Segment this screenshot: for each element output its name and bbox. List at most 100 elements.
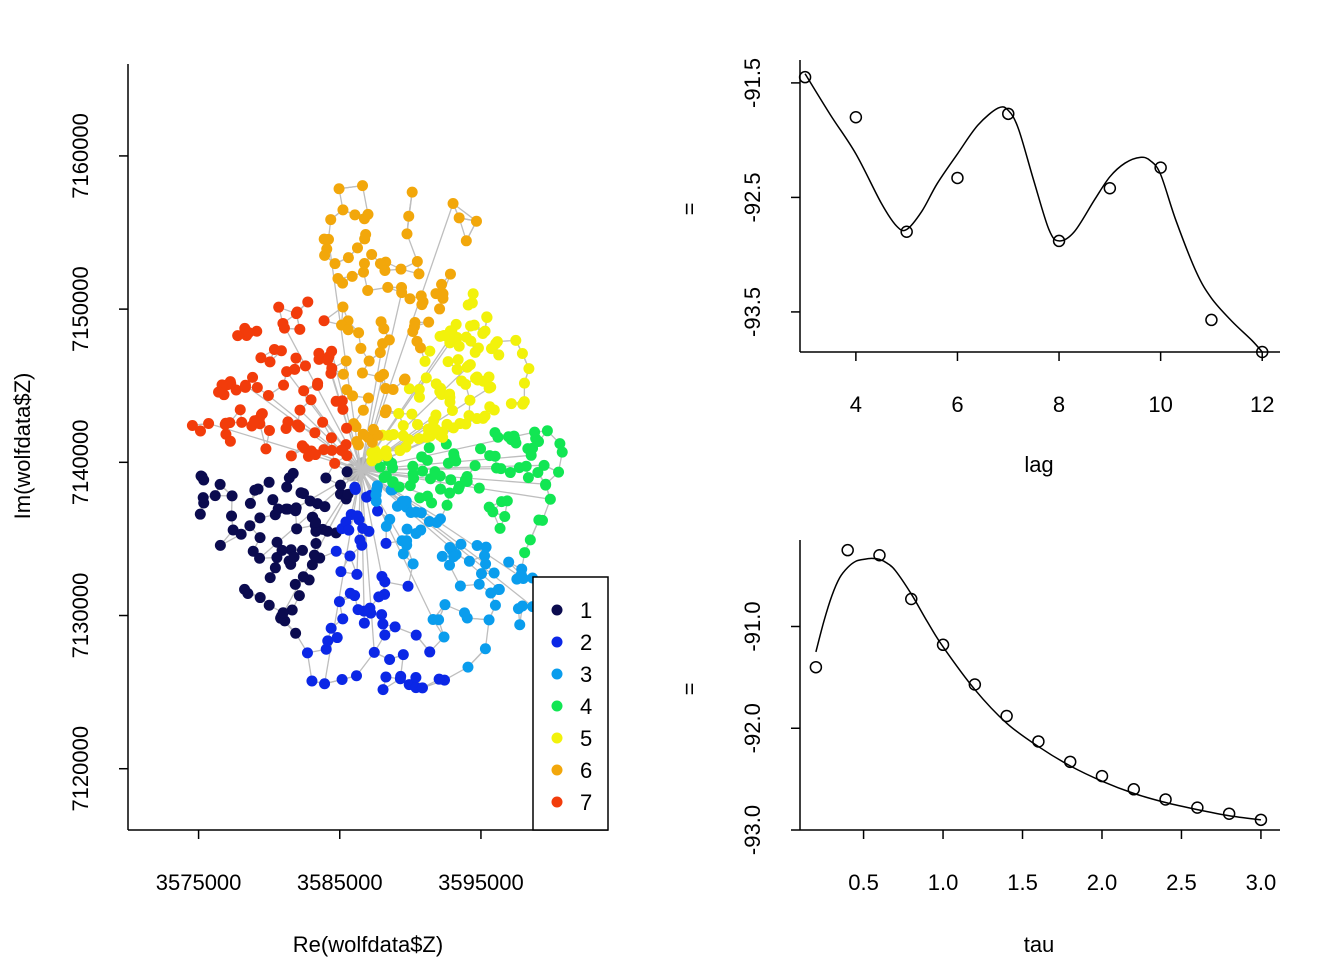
network-node-cluster-2	[395, 670, 407, 682]
network-node-cluster-3	[514, 619, 526, 631]
scatter-x-tick-label: 3595000	[438, 870, 524, 895]
network-node-cluster-4	[556, 446, 568, 458]
network-node-cluster-6	[351, 242, 363, 254]
network-node-cluster-5	[477, 412, 489, 424]
network-node-cluster-7	[323, 351, 335, 363]
network-node-cluster-6	[342, 324, 354, 336]
network-node-cluster-5	[469, 346, 481, 358]
network-node-cluster-6	[340, 355, 352, 367]
network-node-cluster-2	[410, 672, 422, 684]
network-node-cluster-3	[439, 599, 451, 611]
scatter-y-tick-label: 7120000	[68, 726, 93, 812]
network-node-cluster-2	[319, 678, 331, 690]
lag-y-tick-label: -93.5	[740, 287, 765, 337]
network-node-cluster-7	[194, 425, 206, 437]
tau-y-tick-label: -92.0	[740, 703, 765, 753]
tau-y-tick-label: -91.0	[740, 601, 765, 651]
tau-x-tick-label: 1.0	[928, 870, 959, 895]
network-node-cluster-5	[412, 419, 424, 431]
network-node-cluster-1	[297, 571, 309, 583]
network-node-cluster-6	[337, 277, 349, 289]
network-node-cluster-1	[286, 604, 298, 616]
network-node-cluster-2	[325, 622, 337, 634]
network-points	[186, 180, 568, 696]
network-node-cluster-3	[401, 535, 413, 547]
network-node-cluster-2	[354, 534, 366, 546]
network-node-cluster-7	[278, 379, 290, 391]
network-node-cluster-2	[368, 646, 380, 658]
network-node-cluster-1	[290, 627, 302, 639]
network-node-cluster-7	[249, 415, 261, 427]
network-node-cluster-3	[454, 580, 466, 592]
lag-data-point	[1052, 234, 1066, 248]
network-node-cluster-1	[239, 583, 251, 595]
network-node-cluster-3	[503, 556, 515, 568]
network-node-cluster-6	[436, 278, 448, 290]
network-node-cluster-6	[319, 249, 331, 261]
network-node-cluster-6	[379, 264, 391, 276]
network-node-cluster-1	[280, 503, 292, 515]
lag-data-point	[900, 225, 913, 239]
network-node-cluster-5	[444, 396, 456, 408]
network-node-cluster-6	[444, 268, 456, 280]
tau-plot-panel: 0.5 1.0 1.5 2.0 2.5 3.0 -93.0 -92.0 -91.0 tau =	[677, 540, 1280, 957]
lag-x-axis-label: lag	[1024, 452, 1053, 477]
network-node-cluster-5	[387, 429, 399, 441]
network-node-cluster-1	[272, 503, 284, 515]
legend-marker-3	[551, 668, 563, 680]
network-node-cluster-2	[333, 596, 345, 608]
network-node-cluster-2	[344, 587, 356, 599]
lag-x-tick-label: 6	[951, 392, 963, 417]
network-node-cluster-6	[325, 214, 337, 226]
network-node-cluster-3	[480, 558, 492, 570]
legend-label-3: 3	[580, 662, 592, 687]
network-node-cluster-6	[329, 258, 341, 270]
legend-box	[532, 576, 609, 831]
scatter-y-tick-label: 7140000	[68, 419, 93, 505]
tau-data-point	[905, 592, 918, 606]
network-node-cluster-3	[436, 550, 448, 562]
network-node-cluster-5	[397, 430, 409, 442]
network-node-cluster-6	[403, 210, 415, 222]
lag-plot-panel: 4 6 8 10 12 -93.5 -92.5 -91.5 lag =	[677, 58, 1280, 477]
lag-x-tick-label: 12	[1250, 392, 1274, 417]
network-node-cluster-7	[305, 394, 317, 406]
network-node-cluster-5	[413, 383, 425, 395]
network-edge	[360, 469, 403, 542]
tau-x-axis-label: tau	[1024, 932, 1055, 957]
network-node-cluster-3	[407, 558, 419, 570]
network-node-cluster-1	[263, 476, 275, 488]
network-node-cluster-4	[407, 460, 419, 472]
network-node-cluster-3	[511, 573, 523, 585]
network-node-cluster-1	[310, 516, 322, 528]
network-node-cluster-4	[423, 442, 435, 454]
network-node-cluster-4	[445, 474, 457, 486]
network-node-cluster-2	[376, 609, 388, 621]
scatter-axes: 3575000 3585000 3595000 7120000 7130000 71400…	[68, 64, 608, 895]
network-node-cluster-2	[349, 481, 361, 493]
network-node-cluster-1	[335, 479, 347, 491]
network-node-cluster-4	[501, 495, 513, 507]
network-node-cluster-7	[337, 403, 349, 415]
network-node-cluster-4	[441, 499, 453, 511]
network-node-cluster-1	[290, 502, 302, 514]
network-node-cluster-2	[416, 682, 428, 694]
network-node-cluster-1	[254, 592, 266, 604]
network-node-cluster-3	[433, 614, 445, 626]
network-node-cluster-3	[480, 541, 492, 553]
network-node-cluster-7	[299, 360, 311, 372]
network-node-cluster-4	[417, 465, 429, 477]
network-node-cluster-5	[380, 445, 392, 457]
network-node-cluster-1	[254, 552, 266, 564]
network-node-cluster-7	[236, 416, 248, 428]
legend-label-6: 6	[580, 758, 592, 783]
legend-label-7: 7	[580, 790, 592, 815]
network-node-cluster-2	[351, 568, 363, 580]
network-node-cluster-7	[243, 327, 255, 339]
network-node-cluster-6	[366, 248, 378, 260]
network-node-cluster-2	[379, 576, 391, 588]
network-node-cluster-5	[371, 452, 383, 464]
network-node-cluster-7	[313, 347, 325, 359]
lag-data-point	[1103, 182, 1117, 195]
network-node-cluster-1	[310, 537, 322, 549]
